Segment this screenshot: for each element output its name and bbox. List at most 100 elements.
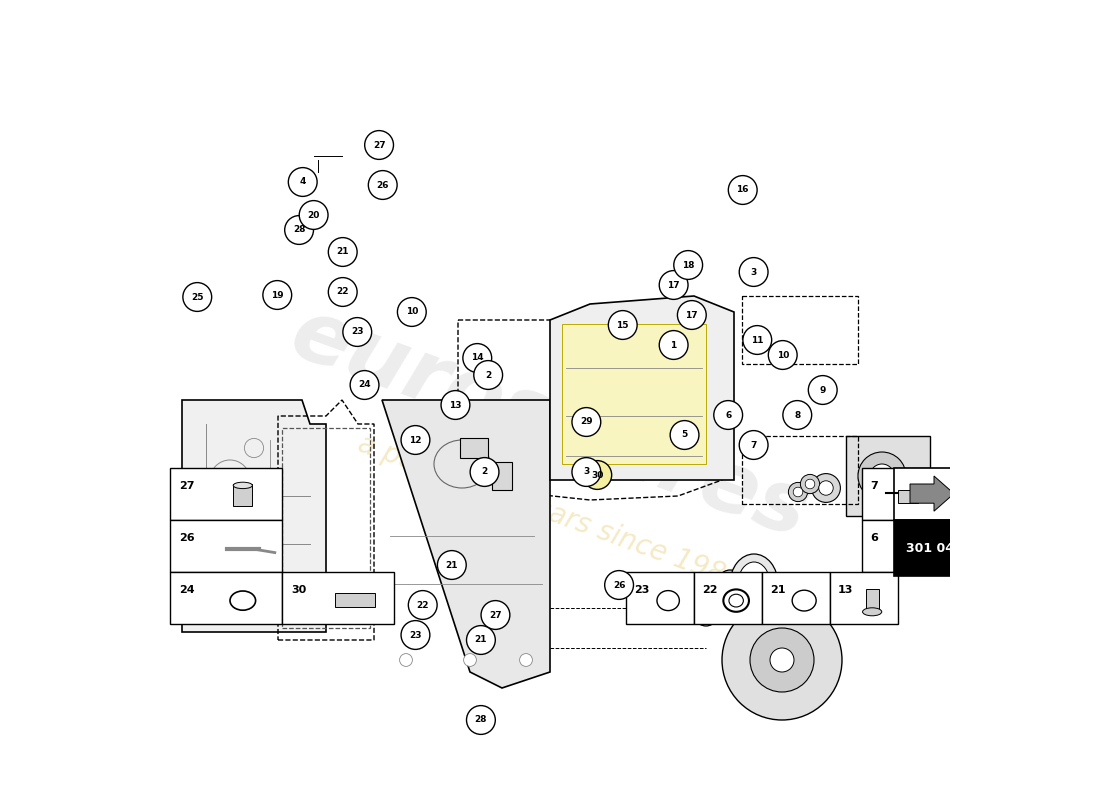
Circle shape xyxy=(728,175,757,204)
Ellipse shape xyxy=(720,577,740,607)
Circle shape xyxy=(722,600,842,720)
Text: 26: 26 xyxy=(179,533,195,543)
Text: 21: 21 xyxy=(475,635,487,645)
Text: 5: 5 xyxy=(681,430,688,439)
Text: 11: 11 xyxy=(751,335,763,345)
Circle shape xyxy=(678,301,706,330)
Circle shape xyxy=(739,430,768,459)
Circle shape xyxy=(402,426,430,454)
Circle shape xyxy=(789,482,807,502)
Text: 24: 24 xyxy=(179,585,195,595)
Text: 6: 6 xyxy=(870,533,878,543)
Text: 21: 21 xyxy=(446,561,458,570)
Circle shape xyxy=(739,258,768,286)
Ellipse shape xyxy=(714,570,746,614)
Circle shape xyxy=(605,570,634,599)
Bar xyxy=(493,462,512,490)
Circle shape xyxy=(583,461,612,490)
Circle shape xyxy=(402,621,430,650)
Circle shape xyxy=(365,130,394,159)
Text: 27: 27 xyxy=(373,141,385,150)
Text: 12: 12 xyxy=(409,435,421,445)
Circle shape xyxy=(870,464,894,488)
Bar xyxy=(762,572,830,624)
Text: 26: 26 xyxy=(376,181,389,190)
Text: a passion for cars since 1985: a passion for cars since 1985 xyxy=(354,430,746,594)
Circle shape xyxy=(285,215,314,245)
Circle shape xyxy=(659,330,688,359)
Circle shape xyxy=(659,270,688,299)
Text: 22: 22 xyxy=(702,585,717,595)
Circle shape xyxy=(328,278,358,306)
Circle shape xyxy=(674,250,703,279)
Circle shape xyxy=(474,361,503,390)
Bar xyxy=(334,593,375,607)
Circle shape xyxy=(793,487,803,497)
Circle shape xyxy=(670,421,698,450)
Circle shape xyxy=(750,628,814,692)
Text: 3: 3 xyxy=(750,267,757,277)
Text: 10: 10 xyxy=(777,350,789,359)
Circle shape xyxy=(350,370,378,399)
Polygon shape xyxy=(562,324,706,464)
Text: 2: 2 xyxy=(482,467,487,477)
Bar xyxy=(170,572,282,624)
Text: 28: 28 xyxy=(475,715,487,725)
Text: 13: 13 xyxy=(838,585,854,595)
Bar xyxy=(830,572,898,624)
Polygon shape xyxy=(910,476,954,511)
Bar xyxy=(170,520,282,572)
Text: 17: 17 xyxy=(668,281,680,290)
Circle shape xyxy=(368,170,397,199)
Ellipse shape xyxy=(696,589,716,619)
Text: 30: 30 xyxy=(591,470,604,479)
Polygon shape xyxy=(846,436,929,516)
Text: 21: 21 xyxy=(770,585,785,595)
Circle shape xyxy=(397,298,426,326)
Text: 15: 15 xyxy=(616,321,629,330)
Circle shape xyxy=(470,458,499,486)
Text: 24: 24 xyxy=(359,381,371,390)
Text: 3: 3 xyxy=(583,467,590,477)
Circle shape xyxy=(328,238,358,266)
Bar xyxy=(626,572,694,624)
Text: 7: 7 xyxy=(750,441,757,450)
Text: 9: 9 xyxy=(820,386,826,394)
Text: 28: 28 xyxy=(293,226,306,234)
Circle shape xyxy=(858,452,906,500)
Circle shape xyxy=(818,481,833,495)
Circle shape xyxy=(463,344,492,372)
Circle shape xyxy=(466,626,495,654)
Text: 30: 30 xyxy=(292,585,307,595)
Circle shape xyxy=(812,474,840,502)
Circle shape xyxy=(608,310,637,339)
Bar xyxy=(233,484,252,506)
Circle shape xyxy=(742,326,772,354)
Text: 18: 18 xyxy=(682,261,694,270)
Text: 22: 22 xyxy=(337,287,349,297)
Circle shape xyxy=(572,407,601,437)
Circle shape xyxy=(466,706,495,734)
Ellipse shape xyxy=(730,554,778,614)
Circle shape xyxy=(714,401,742,430)
Text: 14: 14 xyxy=(471,354,484,362)
Text: 27: 27 xyxy=(179,481,195,491)
Text: 23: 23 xyxy=(351,327,363,337)
Bar xyxy=(899,490,918,503)
Circle shape xyxy=(519,654,532,666)
Circle shape xyxy=(805,479,815,489)
Circle shape xyxy=(770,648,794,672)
Text: 1: 1 xyxy=(671,341,676,350)
Bar xyxy=(694,572,762,624)
Bar xyxy=(862,468,929,520)
Text: 17: 17 xyxy=(685,310,698,319)
Circle shape xyxy=(463,654,476,666)
Bar xyxy=(282,572,394,624)
Circle shape xyxy=(768,341,798,370)
Circle shape xyxy=(808,376,837,405)
Text: 27: 27 xyxy=(490,610,502,619)
Text: 25: 25 xyxy=(191,293,204,302)
Text: 6: 6 xyxy=(725,410,732,419)
Ellipse shape xyxy=(690,582,722,626)
Text: 16: 16 xyxy=(737,186,749,194)
